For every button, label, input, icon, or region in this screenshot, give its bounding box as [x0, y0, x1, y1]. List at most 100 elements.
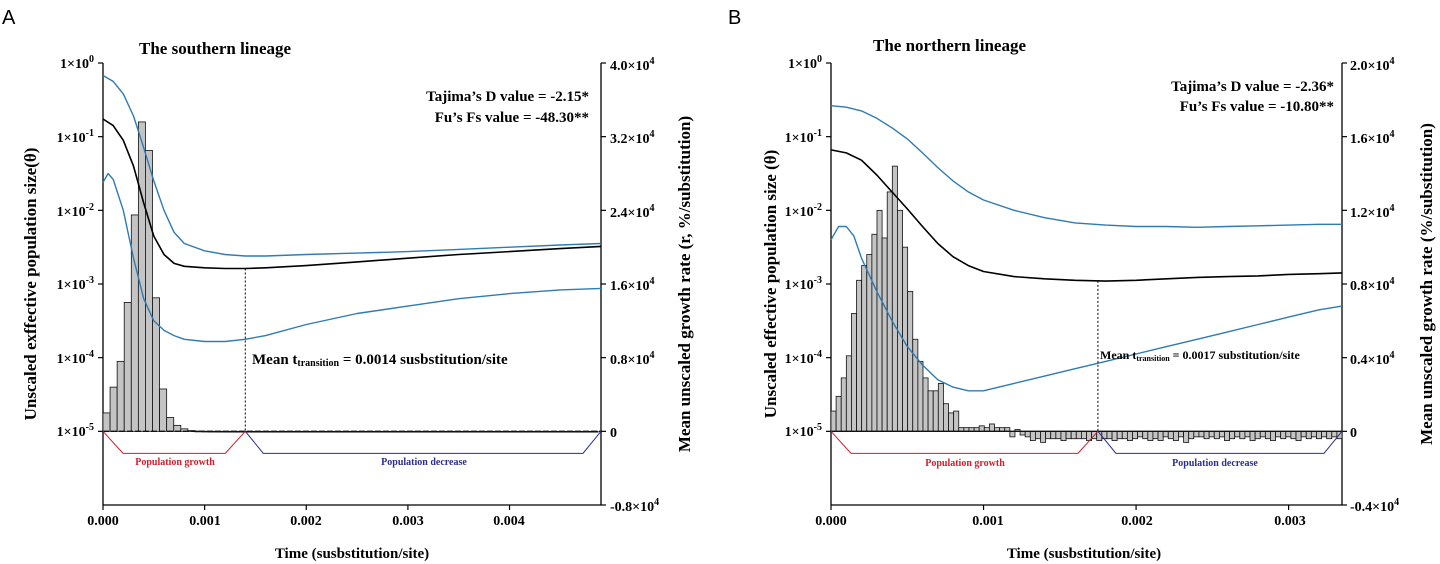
- histogram-bar: [166, 417, 175, 432]
- histogram-bar: [1244, 430, 1251, 438]
- histogram-bar: [989, 423, 995, 432]
- x-tick-labels: 0.000 0.001 0.002 0.003 0.004: [87, 514, 525, 529]
- lower-hpd-line: [102, 172, 602, 343]
- histogram-bar: [1111, 430, 1118, 441]
- right-tick-labels: 4.0×104 3.2×104 2.4×104 1.6×104 0.8×104 …: [610, 56, 659, 515]
- histogram-bar: [978, 425, 985, 432]
- left-tick-label: 1×10-5: [57, 422, 94, 440]
- left-tick-label: 1×10-3: [785, 275, 822, 293]
- right-tick-label: 3.2×104: [610, 129, 654, 147]
- histogram-bar: [1060, 430, 1067, 441]
- right-tick-label: 4.0×104: [610, 56, 654, 74]
- left-tick-label: 1×10-1: [57, 128, 94, 146]
- right-tick-labels: 2.0×104 1.6×104 1.2×104 0.8×104 0.4×104 …: [1350, 56, 1399, 515]
- histogram-bar: [943, 403, 949, 432]
- histogram-bar: [1254, 430, 1261, 440]
- right-y-axis-label: Mean unscaled growth rate (%/substitutio…: [1417, 123, 1436, 445]
- left-tick-label: 1×10-4: [57, 349, 94, 367]
- right-tick-label: 0: [1350, 426, 1357, 441]
- right-tick-label: 2.0×104: [1350, 56, 1394, 74]
- left-tick-label: 1×100: [60, 54, 94, 72]
- left-tick-label: 1×10-5: [785, 422, 822, 440]
- x-tick-label: 0.003: [1274, 514, 1306, 529]
- panel-b: B The northern lineage 1×100 1×10-1 1×10…: [728, 7, 1436, 562]
- histogram-bar: [1116, 430, 1123, 440]
- left-tick-label: 1×10-3: [57, 275, 94, 293]
- histogram-bar: [1152, 430, 1159, 440]
- chart-title: The northern lineage: [873, 36, 1026, 55]
- transition-annotation: Mean ttransition = 0.0014 susbstitution/…: [252, 352, 508, 369]
- x-axis-label: Time (susbstitution/site): [275, 546, 429, 562]
- histogram-bar: [1259, 430, 1266, 438]
- histogram-bar: [1080, 430, 1087, 440]
- left-tick-label: 1×100: [788, 54, 822, 72]
- histogram-bar: [1121, 430, 1128, 440]
- histogram-bar: [1178, 430, 1184, 438]
- histogram-bar: [137, 121, 146, 432]
- right-tick-label: 0.8×104: [1350, 276, 1394, 294]
- histogram-bar: [173, 424, 182, 432]
- left-tick-labels: 1×100 1×10-1 1×10-2 1×10-3 1×10-4 1×10-5: [785, 54, 822, 440]
- panel-label: B: [728, 7, 741, 29]
- right-tick-label: 0.8×104: [610, 350, 654, 368]
- histogram-bar: [1106, 430, 1113, 440]
- x-tick-label: 0.002: [290, 514, 322, 529]
- histogram-bar: [1009, 430, 1016, 438]
- histogram-bar: [897, 209, 903, 432]
- left-y-axis-label: Unscaled exffective population size(θ): [21, 148, 40, 421]
- histogram-bar: [1229, 430, 1236, 440]
- population-decrease-bracket: [244, 431, 602, 454]
- histogram-bar: [1035, 430, 1041, 440]
- histogram-bar: [1132, 430, 1138, 440]
- histogram-bar: [948, 412, 955, 432]
- plot-area: [98, 62, 606, 510]
- histogram-bar: [1290, 430, 1297, 440]
- histogram-bar: [927, 390, 934, 432]
- histogram-bar: [932, 390, 939, 432]
- histogram-bar: [1326, 430, 1333, 440]
- histogram-bar: [1203, 430, 1210, 440]
- histogram-bar: [1331, 430, 1338, 438]
- right-tick-label: -0.4×104: [1350, 497, 1399, 515]
- x-tick-label: 0.000: [815, 514, 847, 529]
- panel-a: A The southern lineage 1×100 1×10-1 1×10…: [2, 7, 694, 562]
- histogram-bar: [1188, 430, 1195, 440]
- left-tick-label: 1×10-1: [785, 128, 822, 146]
- histogram-bar: [1137, 430, 1144, 438]
- histogram-bar: [102, 412, 111, 432]
- histogram-bar: [922, 377, 929, 432]
- left-y-axis-label: Unscaled effective population size (θ): [761, 150, 780, 419]
- histogram-bar: [1167, 430, 1174, 440]
- population-growth-label: Population growth: [925, 458, 1005, 469]
- histogram-bar: [871, 233, 878, 432]
- transition-annotation: Mean ttransition = 0.0017 substitution/s…: [1100, 348, 1301, 363]
- population-growth-bracket: [102, 430, 246, 454]
- histogram-bar: [1045, 430, 1052, 440]
- right-tick-label: 0: [610, 426, 617, 441]
- histogram-bar: [845, 355, 852, 432]
- histogram-bar: [1270, 430, 1276, 441]
- histogram-bar: [109, 386, 118, 432]
- x-axis-label: Time (susbstitution/site): [1007, 546, 1161, 562]
- left-tick-label: 1×10-4: [785, 349, 822, 367]
- right-tick-label: 2.4×104: [610, 203, 654, 221]
- right-tick-label: 1.6×104: [1350, 129, 1394, 147]
- histogram-bar: [1142, 430, 1149, 440]
- fu-fs-annotation: Fu’s Fs value = -10.80**: [1180, 99, 1334, 115]
- histogram-bar: [891, 165, 898, 432]
- histogram-bar: [1208, 430, 1215, 438]
- histogram-bar: [1218, 430, 1225, 438]
- x-tick-label: 0.004: [493, 514, 525, 529]
- histogram-bar: [1029, 430, 1036, 441]
- x-tick-label: 0.001: [189, 514, 221, 529]
- histogram-bar: [1040, 430, 1047, 443]
- histogram-bar: [937, 383, 944, 432]
- chart-title: The southern lineage: [139, 39, 292, 58]
- histogram-bar: [1075, 430, 1082, 440]
- histogram-bar: [953, 410, 960, 432]
- lower-hpd-line: [830, 225, 1343, 392]
- histogram-bar: [1157, 430, 1164, 441]
- right-tick-label: 1.2×104: [1350, 203, 1394, 221]
- right-tick-label: -0.8×104: [610, 497, 659, 515]
- histogram-bar: [917, 360, 924, 432]
